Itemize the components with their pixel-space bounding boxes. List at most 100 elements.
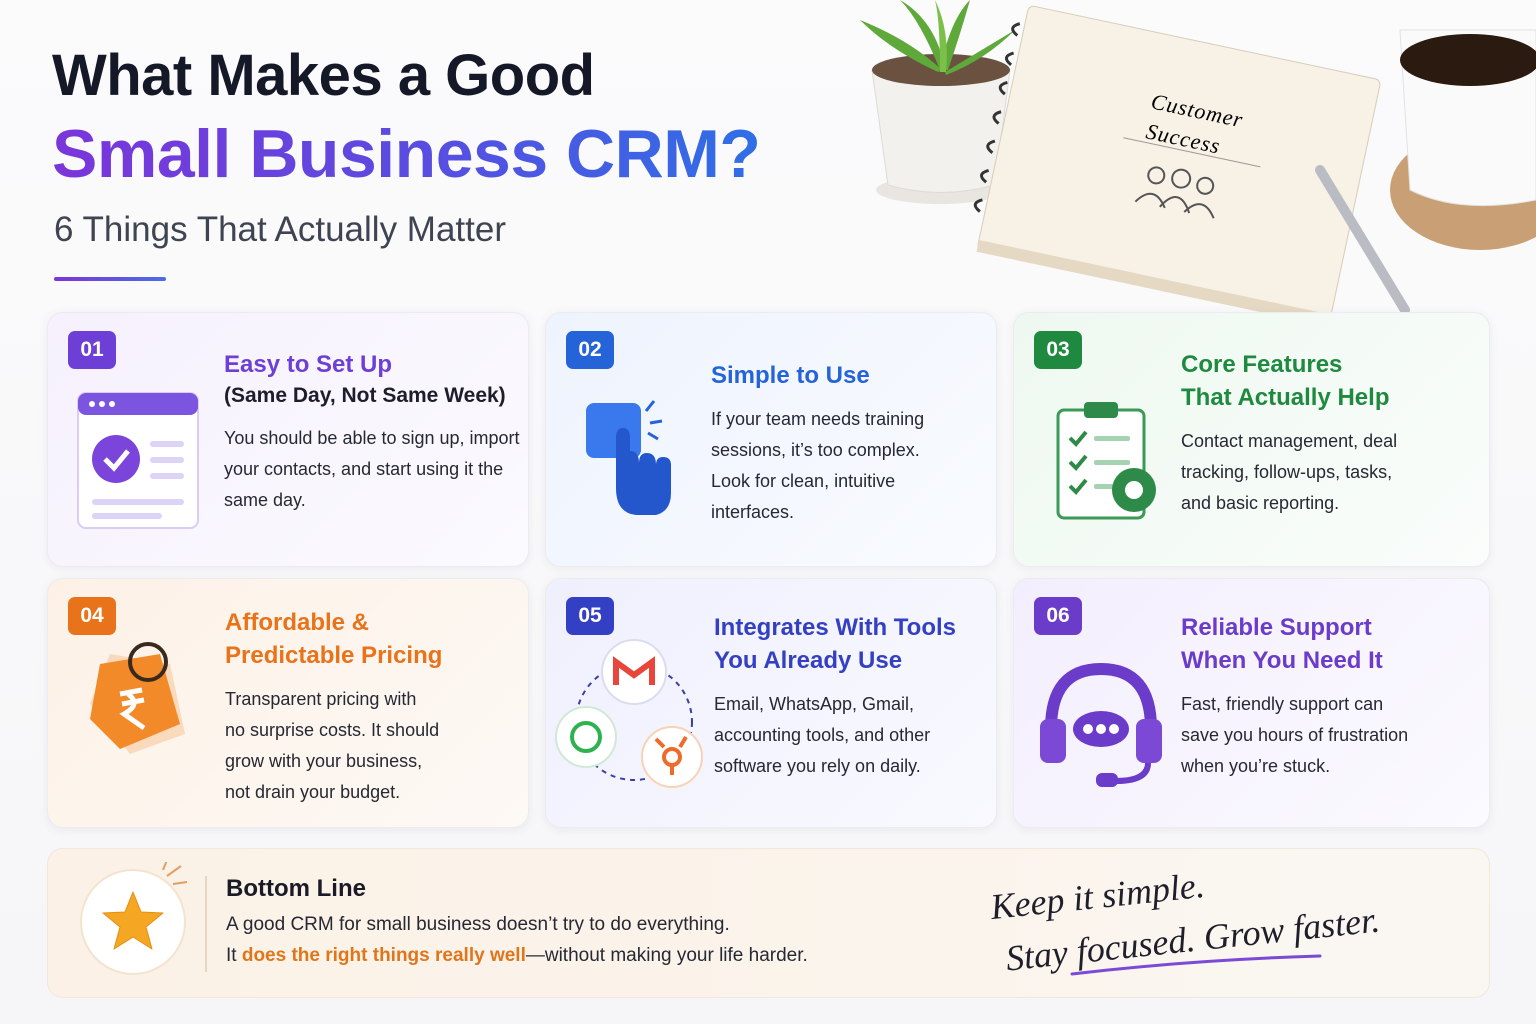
coffee bbox=[1400, 34, 1536, 86]
title-rule bbox=[54, 277, 166, 281]
icon-shape bbox=[77, 392, 199, 529]
icon-shape bbox=[616, 428, 671, 515]
icon-shape bbox=[1125, 481, 1143, 499]
card-title: That Actually Help bbox=[1181, 384, 1390, 411]
body-line: sessions, it’s too complex. bbox=[711, 440, 920, 460]
plant-pot bbox=[871, 69, 1011, 193]
subtitle: 6 Things That Actually Matter bbox=[54, 210, 506, 249]
card-body: Contact management, deal tracking, follow… bbox=[1181, 426, 1397, 519]
icon-shape bbox=[128, 642, 168, 682]
card: 04 Affordable & Predictable Pricing Transpa… bbox=[47, 578, 529, 828]
divider bbox=[205, 876, 207, 972]
body-line: and basic reporting. bbox=[1181, 493, 1340, 513]
desk-decor: Customer Success bbox=[860, 0, 1536, 320]
card: 06 Reliable Support When You Need It Fast, … bbox=[1013, 578, 1490, 828]
card-number: 06 bbox=[1034, 597, 1082, 635]
body-line: no surprise costs. It should bbox=[225, 720, 440, 740]
icon-shape bbox=[1045, 662, 1157, 730]
icon-shape bbox=[1040, 662, 1162, 787]
card-body: Transparent pricing with no surprise cost… bbox=[225, 684, 442, 808]
icon-shape bbox=[1094, 436, 1130, 441]
card-title: Affordable & bbox=[225, 609, 369, 636]
icon-shape bbox=[89, 401, 95, 407]
card-title: Predictable Pricing bbox=[225, 642, 443, 669]
card-icon bbox=[70, 383, 200, 538]
body-line: tracking, follow-ups, tasks, bbox=[1181, 462, 1393, 482]
body-line: If your team needs training bbox=[711, 409, 925, 429]
card-number: 05 bbox=[566, 597, 614, 635]
body-line: your contacts, and start using it the bbox=[224, 459, 504, 479]
card-icon bbox=[576, 393, 686, 528]
icon-shape bbox=[1068, 430, 1088, 495]
icon-shape bbox=[92, 435, 140, 483]
icon-shape bbox=[92, 513, 162, 519]
title-line-1: What Makes a Good bbox=[52, 43, 595, 108]
body-line: grow with your business, bbox=[225, 751, 423, 771]
body-line: Look for clean, intuitive bbox=[711, 471, 896, 491]
card-number: 04 bbox=[68, 597, 116, 635]
card-text: Reliable Support When You Need It Fast, fr… bbox=[1181, 611, 1408, 782]
card-number: 02 bbox=[566, 331, 614, 369]
icon-shape bbox=[78, 393, 198, 415]
body-line: when you’re stuck. bbox=[1181, 756, 1331, 776]
icon-shape bbox=[1096, 773, 1118, 787]
icon-shape bbox=[1094, 460, 1130, 465]
icon-shape bbox=[555, 706, 617, 768]
icon-shape bbox=[99, 401, 105, 407]
text: It bbox=[226, 945, 242, 966]
card-icon bbox=[1042, 398, 1172, 533]
notebook bbox=[973, 5, 1381, 320]
title-line-2: Small Business CRM? bbox=[52, 116, 761, 192]
icon-shape bbox=[555, 639, 703, 788]
body-line: interfaces. bbox=[711, 502, 795, 522]
card-icon bbox=[1036, 659, 1166, 794]
card-title: Easy to Set Up bbox=[224, 351, 393, 378]
card-icon bbox=[554, 637, 714, 812]
icon-shape bbox=[103, 449, 130, 472]
icon-shape bbox=[92, 499, 184, 505]
card-body: You should be able to sign up, import you… bbox=[224, 423, 520, 516]
icon-shape bbox=[1083, 724, 1093, 734]
icon-shape bbox=[1084, 402, 1118, 418]
icon-shape bbox=[1040, 719, 1066, 763]
card-icon bbox=[70, 624, 200, 769]
body-line: software you rely on daily. bbox=[714, 756, 921, 776]
card-number: 01 bbox=[68, 331, 116, 369]
card-subtitle: (Same Day, Not Same Week) bbox=[224, 384, 506, 407]
tagline-underline bbox=[1070, 954, 1322, 976]
card-title: When You Need It bbox=[1181, 647, 1383, 674]
bottom-title: Bottom Line bbox=[226, 875, 366, 902]
icon-shape bbox=[150, 473, 184, 479]
card-title: Simple to Use bbox=[711, 362, 870, 389]
bottom-line-2: It does the right things really well—wit… bbox=[226, 945, 808, 967]
icon-shape bbox=[1115, 762, 1151, 784]
plant-leaves bbox=[860, 0, 1015, 75]
card-body: Fast, friendly support can save you hours… bbox=[1181, 689, 1408, 782]
card: 01 Easy to Set Up (Same Day, Not Same Week… bbox=[47, 312, 529, 567]
body-line: accounting tools, and other bbox=[714, 725, 931, 745]
icon-shape bbox=[1056, 402, 1156, 520]
card-text: Easy to Set Up (Same Day, Not Same Week) Y… bbox=[224, 348, 520, 516]
icon-shape bbox=[90, 642, 185, 754]
icon-shape bbox=[1109, 724, 1119, 734]
highlight: does the right things really well bbox=[241, 945, 526, 966]
card-title: Core Features bbox=[1181, 351, 1343, 378]
body-line: You should be able to sign up, import bbox=[224, 428, 520, 448]
body-line: Contact management, deal bbox=[1181, 431, 1398, 451]
bottom-line-1: A good CRM for small business doesn’t tr… bbox=[226, 914, 730, 935]
card-number: 03 bbox=[1034, 331, 1082, 369]
icon-shape bbox=[109, 401, 115, 407]
icon-shape bbox=[586, 403, 641, 458]
card-title: You Already Use bbox=[714, 647, 903, 674]
icon-shape bbox=[1136, 719, 1162, 763]
card: 05 Integrates With Tools You Already Use Em… bbox=[545, 578, 997, 828]
card-body: Email, WhatsApp, Gmail, accounting tools,… bbox=[714, 689, 956, 782]
icon-shape bbox=[570, 721, 602, 753]
icon-shape bbox=[119, 687, 146, 731]
icon-shape bbox=[654, 735, 688, 775]
body-line: save you hours of frustration bbox=[1181, 725, 1409, 745]
icon-shape bbox=[613, 656, 655, 685]
body-line: Email, WhatsApp, Gmail, bbox=[714, 694, 915, 714]
card: 02 Simple to Use If your team needs traini… bbox=[545, 312, 997, 567]
